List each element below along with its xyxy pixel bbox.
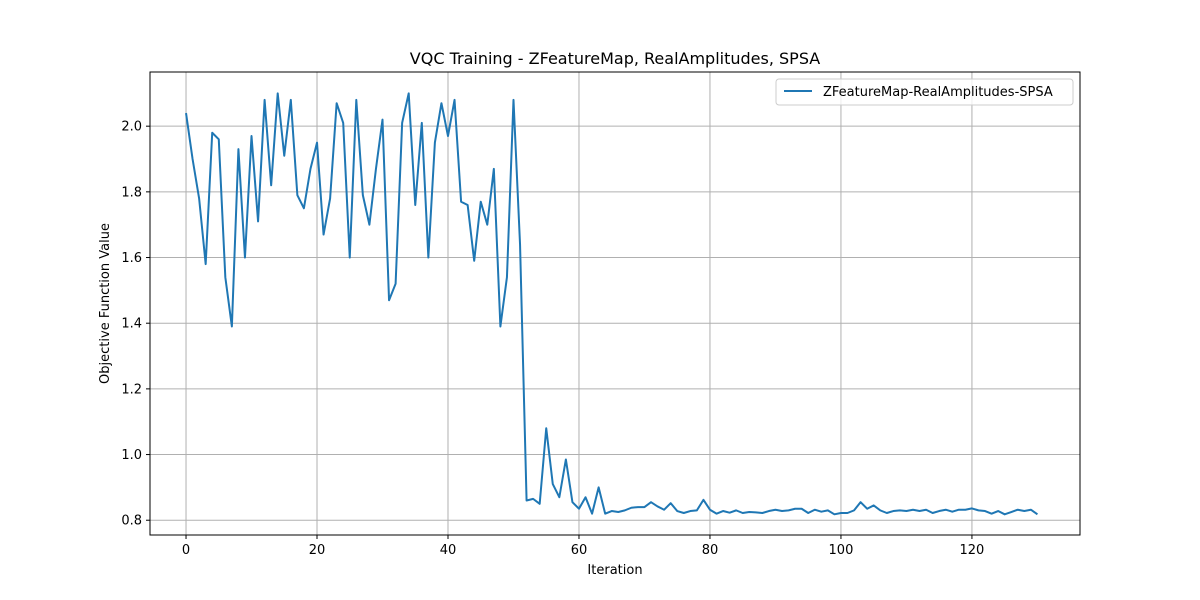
y-tick-label: 1.6 — [121, 251, 142, 266]
x-axis-title: Iteration — [587, 563, 642, 578]
series-line — [185, 92, 1039, 516]
series-layer — [185, 92, 1039, 516]
y-tick-label: 2.0 — [121, 120, 142, 135]
x-tick-label: 20 — [309, 543, 326, 558]
legend: ZFeatureMap-RealAmplitudes-SPSA — [775, 78, 1074, 106]
x-tick-label: 60 — [571, 543, 588, 558]
chart-title: VQC Training - ZFeatureMap, RealAmplitud… — [410, 49, 820, 68]
x-tick-label: 0 — [182, 543, 190, 558]
x-tick-label: 100 — [829, 543, 854, 558]
y-tick-label: 1.4 — [121, 317, 142, 332]
y-tick-label: 1.8 — [121, 185, 142, 200]
y-axis-title: Objective Function Value — [98, 223, 113, 384]
y-tick-label: 1.0 — [121, 448, 142, 463]
x-tick-label: 40 — [440, 543, 457, 558]
legend-label: ZFeatureMap-RealAmplitudes-SPSA — [823, 85, 1053, 100]
plot-frame — [149, 71, 1081, 536]
y-tick-label: 1.2 — [121, 382, 142, 397]
y-tick-label: 0.8 — [121, 514, 142, 529]
x-tick-label: 80 — [702, 543, 719, 558]
legend-box — [775, 78, 1074, 106]
x-tick-label: 120 — [960, 543, 985, 558]
grid — [150, 72, 1080, 535]
ticks: 0 20 40 60 80 100 120 0.8 1.0 1.2 1.4 1.6 1.8 2.0 — [121, 120, 984, 558]
